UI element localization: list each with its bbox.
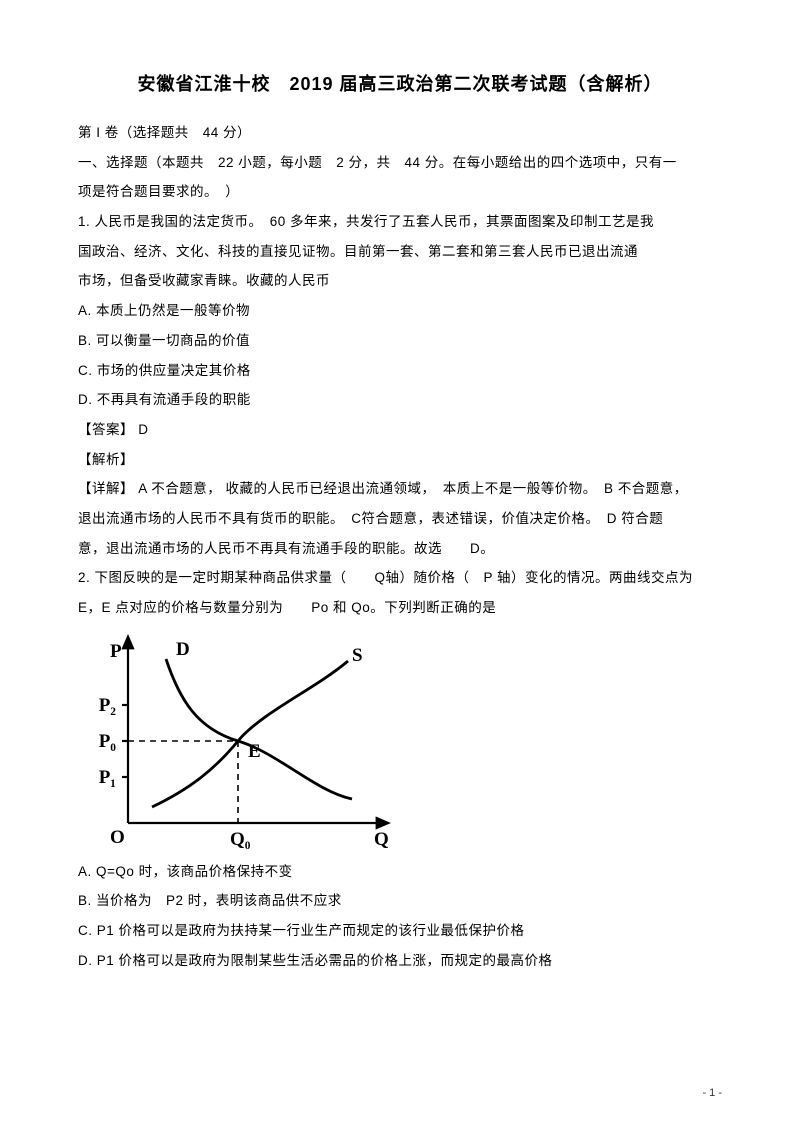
svg-text:O: O (110, 827, 125, 848)
svg-text:P₂: P₂ (99, 695, 117, 716)
q1-option-d: D. 不再具有流通手段的职能 (78, 385, 722, 415)
q1-explain-3: 意，退出流通市场的人民币不再具有流通手段的职能。故选 D。 (78, 534, 722, 564)
svg-text:D: D (176, 639, 190, 660)
q1-option-a: A. 本质上仍然是一般等价物 (78, 296, 722, 326)
q2-line2: E，E 点对应的价格与数量分别为 Po 和 Qo。下列判断正确的是 (78, 593, 722, 623)
q1-option-c: C. 市场的供应量决定其价格 (78, 356, 722, 386)
svg-text:P₀: P₀ (99, 731, 117, 752)
q1-line3: 市场，但备受收藏家青睐。收藏的人民币 (78, 266, 722, 296)
svg-text:Q₀: Q₀ (230, 829, 251, 850)
q1-option-b: B. 可以衡量一切商品的价值 (78, 326, 722, 356)
supply-demand-chart: P D S P₂ P₀ P₁ E O Q₀ Q (80, 631, 722, 851)
instructions-1: 一、选择题（本题共 22 小题，每小题 2 分，共 44 分。在每小题给出的四个… (78, 148, 722, 178)
svg-text:Q: Q (374, 829, 389, 850)
q1-line1: 1. 人民币是我国的法定货币。 60 多年来，共发行了五套人民币，其票面图案及印… (78, 207, 722, 237)
q2-option-b: B. 当价格为 P2 时，表明该商品供不应求 (78, 886, 722, 916)
q1-line2: 国政治、经济、文化、科技的直接见证物。目前第一套、第二套和第三套人民币已退出流通 (78, 237, 722, 267)
svg-text:P: P (110, 641, 122, 662)
page-title: 安徽省江淮十校 2019 届高三政治第二次联考试题（含解析） (78, 70, 722, 96)
svg-text:E: E (248, 741, 261, 762)
q2-option-d: D. P1 价格可以是政府为限制某些生活必需品的价格上涨，而规定的最高价格 (78, 946, 722, 976)
svg-text:P₁: P₁ (99, 767, 116, 788)
page-number: - 1 - (702, 1087, 722, 1099)
q1-answer: 【答案】 D (78, 415, 722, 445)
q1-explain-2: 退出流通市场的人民币不具有货币的职能。 C符合题意，表述错误，价值决定价格。 D… (78, 504, 722, 534)
part-header: 第 I 卷（选择题共 44 分） (78, 118, 722, 148)
svg-text:S: S (352, 645, 363, 666)
q2-option-a: A. Q=Qo 时，该商品价格保持不变 (78, 857, 722, 887)
q1-explain-1: 【详解】 A 不合题意， 收藏的人民币已经退出流通领域， 本质上不是一般等价物。… (78, 474, 722, 504)
q1-explain-header: 【解析】 (78, 445, 722, 475)
q2-line1: 2. 下图反映的是一定时期某种商品供求量（ Q轴）随价格（ P 轴）变化的情况。… (78, 563, 722, 593)
instructions-2: 项是符合题目要求的。 ） (78, 177, 722, 207)
q2-option-c: C. P1 价格可以是政府为扶持某一行业生产而规定的该行业最低保护价格 (78, 916, 722, 946)
